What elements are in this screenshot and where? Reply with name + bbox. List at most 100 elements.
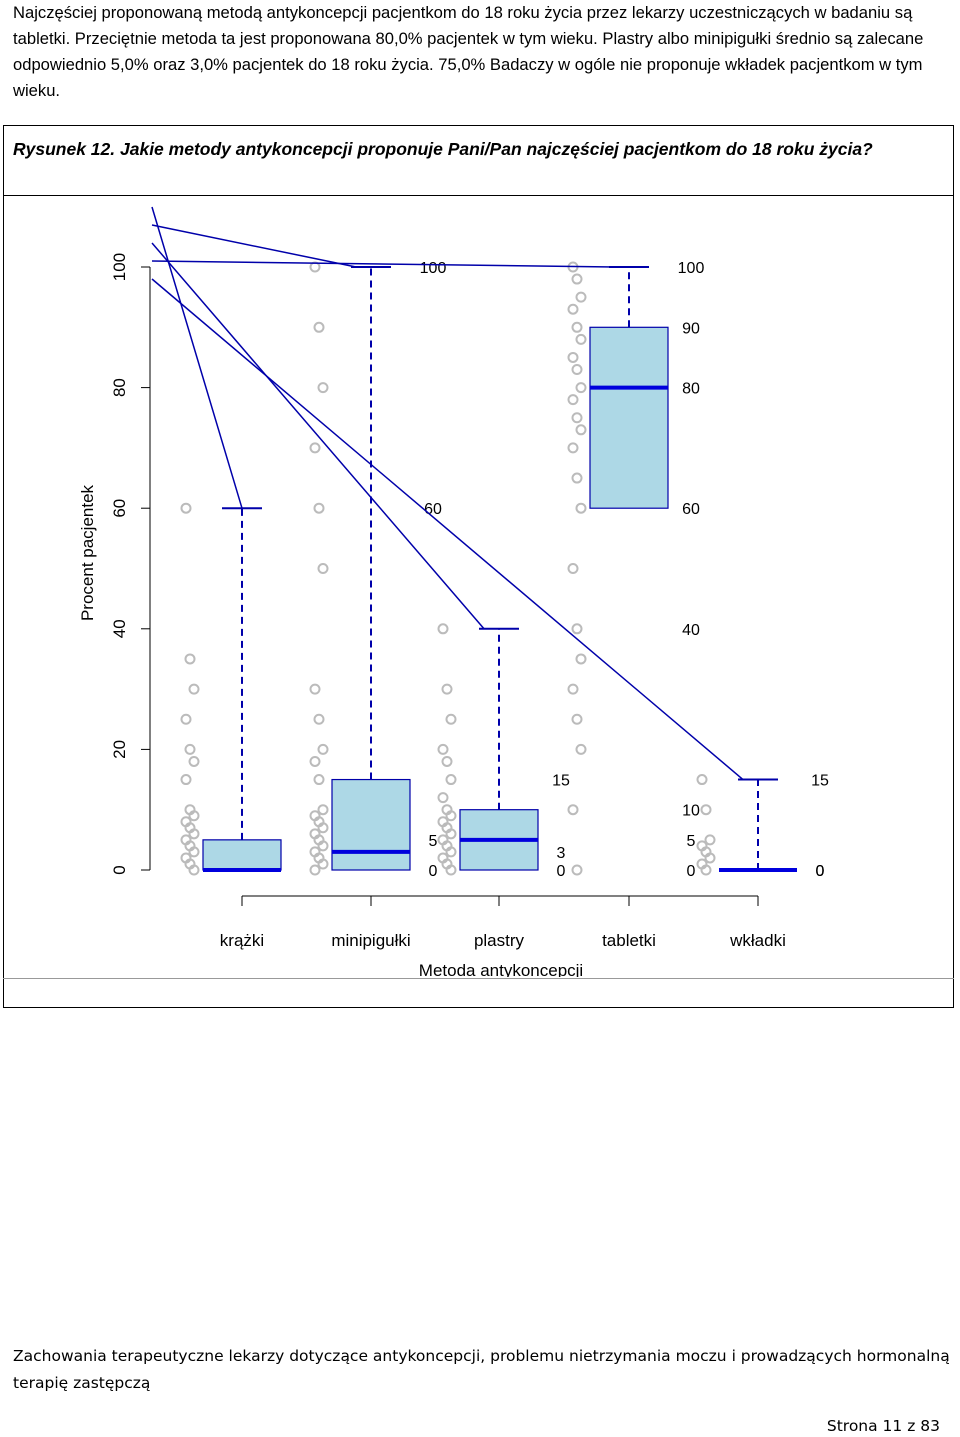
outlier-point <box>700 804 712 816</box>
outlier-point <box>188 864 200 876</box>
outlier-point <box>575 424 587 436</box>
outlier-point <box>188 828 200 840</box>
outlier-point <box>571 364 583 376</box>
outlier-point <box>704 852 716 864</box>
outlier-point <box>313 713 325 725</box>
outlier-point <box>575 333 587 345</box>
value-label: 100 <box>678 260 705 277</box>
value-label: 60 <box>682 501 700 518</box>
value-label: 15 <box>552 773 570 790</box>
outlier-point <box>437 743 449 755</box>
outlier-point <box>567 683 579 695</box>
connector-line <box>151 224 357 268</box>
box <box>202 839 282 871</box>
whisker-layer <box>222 266 778 870</box>
box <box>589 326 669 509</box>
outlier-point <box>317 840 329 852</box>
outlier-point <box>575 743 587 755</box>
x-tick-label: krążki <box>220 931 264 950</box>
box-layer <box>202 326 797 872</box>
outlier-point <box>571 864 583 876</box>
y-tick-label: 20 <box>110 740 129 759</box>
outlier-point <box>571 623 583 635</box>
value-label: 5 <box>687 833 696 850</box>
outlier-point <box>180 713 192 725</box>
value-label: 100 <box>420 260 447 277</box>
value-label: 10 <box>682 803 700 820</box>
outlier-point <box>188 755 200 767</box>
outlier-point <box>445 774 457 786</box>
x-tick-label: minipigułki <box>331 931 410 950</box>
outlier-point <box>188 846 200 858</box>
outlier-point <box>437 792 449 804</box>
outlier-point <box>317 382 329 394</box>
outlier-point <box>567 804 579 816</box>
outlier-point <box>445 810 457 822</box>
outlier-point <box>309 683 321 695</box>
outlier-layer <box>180 261 716 876</box>
value-label: 0 <box>687 863 696 880</box>
page-footer: Zachowania terapeutyczne lekarzy dotyczą… <box>13 1347 950 1392</box>
connector-layer <box>151 206 744 781</box>
outlier-point <box>188 683 200 695</box>
outlier-point <box>575 291 587 303</box>
outlier-point <box>571 412 583 424</box>
x-axis-title: Metoda antykoncepcji <box>419 961 583 977</box>
outlier-point <box>704 834 716 846</box>
y-axis-title: Procent pacjentek <box>78 484 97 621</box>
box <box>331 778 411 871</box>
page-number: Strona 11 z 83 <box>826 1417 940 1435</box>
outlier-point <box>309 442 321 454</box>
outlier-point <box>445 828 457 840</box>
figure-caption: Rysunek 12. Jakie metody antykoncepcji p… <box>13 139 873 159</box>
outlier-point <box>445 846 457 858</box>
outlier-point <box>571 472 583 484</box>
outlier-point <box>317 858 329 870</box>
y-tick-label: 60 <box>110 499 129 518</box>
outlier-point <box>571 321 583 333</box>
outlier-point <box>317 822 329 834</box>
y-tick-label: 100 <box>110 253 129 281</box>
outlier-point <box>313 774 325 786</box>
outlier-point <box>445 713 457 725</box>
figure-frame <box>3 125 954 1008</box>
value-label: 80 <box>682 381 700 398</box>
outlier-point <box>441 683 453 695</box>
outlier-point <box>567 303 579 315</box>
outlier-point <box>567 351 579 363</box>
outlier-point <box>313 502 325 514</box>
value-label: 0 <box>557 863 566 880</box>
outlier-point <box>571 713 583 725</box>
outlier-point <box>700 864 712 876</box>
outlier-point <box>184 743 196 755</box>
outlier-point <box>309 864 321 876</box>
y-tick-label: 80 <box>110 378 129 397</box>
value-label: 5 <box>429 833 438 850</box>
outlier-point <box>567 394 579 406</box>
outlier-point <box>696 774 708 786</box>
value-label: 15 <box>811 773 829 790</box>
x-tick-label: plastry <box>474 931 525 950</box>
connector-line <box>151 242 485 630</box>
outlier-point <box>184 653 196 665</box>
outlier-point <box>313 321 325 333</box>
intro-paragraph: Najczęściej proponowaną metodą antykonce… <box>13 3 924 100</box>
connector-line <box>151 206 243 509</box>
outlier-point <box>575 502 587 514</box>
outlier-point <box>180 774 192 786</box>
outlier-point <box>571 273 583 285</box>
figure-bottom-divider <box>3 978 954 980</box>
outlier-point <box>445 864 457 876</box>
outlier-point <box>437 623 449 635</box>
outlier-point <box>575 382 587 394</box>
connector-line <box>151 278 744 781</box>
value-label: 0 <box>816 863 825 880</box>
y-tick-label: 0 <box>110 865 129 874</box>
outlier-point <box>567 442 579 454</box>
outlier-point <box>317 743 329 755</box>
value-label: 0 <box>816 863 825 880</box>
outlier-point <box>441 755 453 767</box>
x-tick-label: wkładki <box>729 931 786 950</box>
